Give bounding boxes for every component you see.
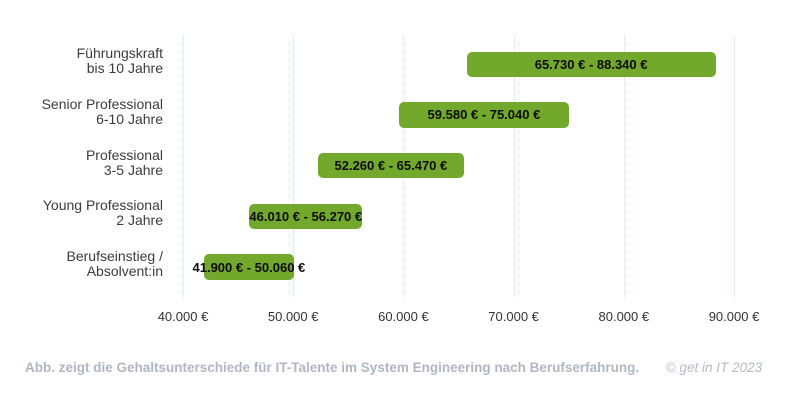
x-tick-label: 60.000 € <box>378 309 429 324</box>
chart-caption: Abb. zeigt die Gehaltsunterschiede für I… <box>25 360 640 375</box>
range-bar-label: 41.900 € - 50.060 € <box>192 259 306 275</box>
copyright-label: © get in IT 2023 <box>665 360 762 375</box>
x-tick-label: 80.000 € <box>598 309 650 324</box>
range-bar-label: 46.010 € - 56.270 € <box>249 208 363 224</box>
range-bar: 59.580 € - 75.040 € <box>398 102 570 128</box>
gridline <box>513 35 515 298</box>
plot-area: 40.000 € 50.000 € 60.000 € 70.000 € 80.000 €… <box>158 35 759 324</box>
x-tick-label: 40.000 € <box>157 309 209 324</box>
range-bar-label: 65.730 € - 88.340 € <box>534 56 648 72</box>
category-label: Senior Professional 6-10 Jahre <box>41 95 163 127</box>
range-bar-label: 52.260 € - 65.470 € <box>334 158 448 174</box>
range-bar: 52.260 € - 65.470 € <box>318 152 464 179</box>
x-tick-label: 90.000 € <box>708 309 760 324</box>
range-bar: 65.730 € - 88.340 € <box>466 51 716 77</box>
category-label: Professional 3-5 Jahre <box>85 146 163 178</box>
range-bar-label: 59.580 € - 75.040 € <box>427 107 541 123</box>
x-tick-label: 70.000 € <box>488 309 539 324</box>
gridline <box>623 35 625 298</box>
gridline <box>183 35 184 298</box>
category-label: Young Professional 2 Jahre <box>42 197 163 229</box>
x-tick-label: 50.000 € <box>267 309 319 324</box>
category-label: Berufseinstieg / Absolvent:in <box>66 248 164 280</box>
range-bar: 46.010 € - 56.270 € <box>249 203 363 230</box>
category-label: Führungskraft bis 10 Jahre <box>76 45 163 77</box>
gridline <box>293 35 295 298</box>
range-bar: 41.900 € - 50.060 € <box>193 254 305 280</box>
gridline <box>734 35 735 298</box>
